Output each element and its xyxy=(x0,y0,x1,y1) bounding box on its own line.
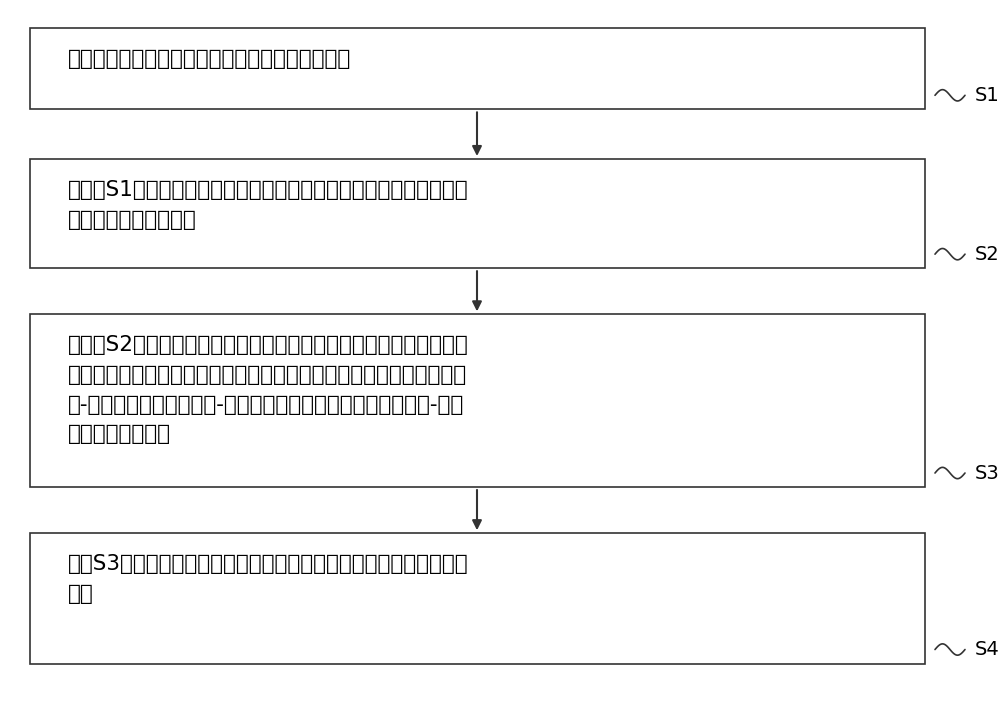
Text: 珠-蛋白复合物、第一磁珠-大分子碳氢化合物复合物、第一磁珠-磷脂: 珠-蛋白复合物、第一磁珠-大分子碳氢化合物复合物、第一磁珠-磷脂 xyxy=(68,395,464,414)
Text: S4: S4 xyxy=(975,640,1000,659)
Text: 白及大分子碳氢化合物: 白及大分子碳氢化合物 xyxy=(68,210,197,229)
Text: 别与蛋白沉淀、大分子碳氢化合物沉淀、磷脂结合，磁分离去除第一磁: 别与蛋白沉淀、大分子碳氢化合物沉淀、磷脂结合，磁分离去除第一磁 xyxy=(68,365,467,385)
Text: 析。: 析。 xyxy=(68,584,94,604)
Text: 步骤S3处理后的液体进行氮吹浓缩，加入有机溶剂复溶，用以检测分: 步骤S3处理后的液体进行氮吹浓缩，加入有机溶剂复溶，用以检测分 xyxy=(68,554,469,574)
FancyBboxPatch shape xyxy=(30,314,925,487)
Text: S3: S3 xyxy=(975,464,1000,482)
Text: S1: S1 xyxy=(975,86,1000,104)
Text: 向步骤S2处理后样品中加入第一磁珠悬浮液，超声振荡，第一磁珠分: 向步骤S2处理后样品中加入第一磁珠悬浮液，超声振荡，第一磁珠分 xyxy=(68,335,469,355)
Text: S2: S2 xyxy=(975,245,1000,263)
Text: 复合，保留液体；: 复合，保留液体； xyxy=(68,424,171,444)
FancyBboxPatch shape xyxy=(30,28,925,109)
FancyBboxPatch shape xyxy=(30,533,925,664)
Text: 向步骤S1处理后样品中加入提取试剂，混匀后超声振荡孵育，沉淀蛋: 向步骤S1处理后样品中加入提取试剂，混匀后超声振荡孵育，沉淀蛋 xyxy=(68,180,469,200)
FancyBboxPatch shape xyxy=(30,159,925,268)
Text: 将待处理血浆样本与内标液混匀后超声振荡孵育；: 将待处理血浆样本与内标液混匀后超声振荡孵育； xyxy=(68,49,351,69)
